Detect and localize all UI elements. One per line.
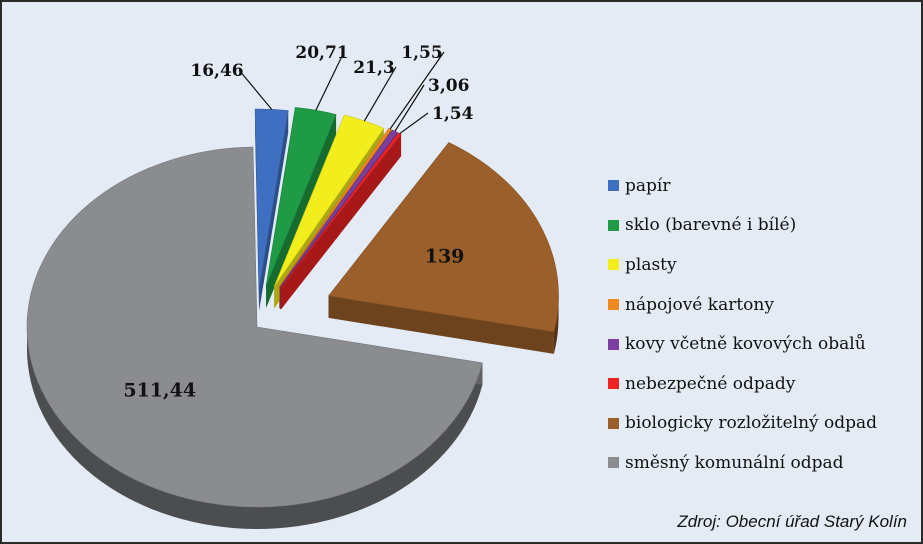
data-label-sklo-barevne-i-bile: 20,71 <box>295 43 348 63</box>
leader-line-napojove-kartony <box>389 51 445 130</box>
data-label-napojove-kartony: 1,55 <box>401 43 442 63</box>
legend-item-plasty: plasty <box>608 245 877 285</box>
legend-label: nápojové kartony <box>625 294 774 315</box>
data-label-biologicky-rozlozitelny-odpad: 139 <box>425 245 465 267</box>
leader-line-papir <box>238 69 273 110</box>
pie-slice-nebezpecne-odpady-top <box>280 132 402 288</box>
data-label-nebezpecne-odpady: 1,54 <box>432 104 474 124</box>
legend-item-papir: papír <box>608 166 877 206</box>
legend-item-napojove-kartony: nápojové kartony <box>608 285 877 325</box>
legend-item-nebezpecne-odpady: nebezpečné odpady <box>608 364 877 404</box>
legend-swatch <box>608 457 619 469</box>
legend-label: sklo (barevné i bílé) <box>625 215 797 236</box>
legend-swatch <box>608 299 619 311</box>
pie-slice-napojove-kartony-top <box>278 128 392 287</box>
leader-line-nebezpecne-odpady <box>399 112 429 135</box>
data-label-papir: 16,46 <box>190 61 243 81</box>
legend-swatch <box>608 417 619 429</box>
data-label-kovy-vcetne-kovovych-obalu: 3,06 <box>428 76 469 96</box>
leader-line-plasty <box>363 66 397 122</box>
legend-swatch <box>608 338 619 350</box>
legend-item-kovy-vcetne-kovovych-obalu: kovy včetně kovových obalů <box>608 324 877 364</box>
source-note: Zdroj: Obecní úřad Starý Kolín <box>677 512 907 531</box>
legend-swatch <box>608 219 619 231</box>
legend-label: plasty <box>625 254 677 275</box>
legend-label: kovy včetně kovových obalů <box>625 334 866 355</box>
data-label-smesny-komunalni-odpad: 511,44 <box>123 379 196 401</box>
leader-line-sklo-barevne-i-bile <box>315 51 345 111</box>
legend-item-sklo-barevne-i-bile: sklo (barevné i bílé) <box>608 206 877 246</box>
pie-slice-plasty-top <box>273 114 385 287</box>
legend-label: nebezpečné odpady <box>625 373 796 394</box>
legend-label: směsný komunální odpad <box>625 452 844 473</box>
legend: papír sklo (barevné i bílé) plasty nápojové… <box>608 166 877 483</box>
legend-label: biologicky rozložitelný odpad <box>625 413 878 434</box>
data-label-plasty: 21,3 <box>353 58 394 78</box>
pie-slice-nebezpecne-odpady <box>280 132 402 310</box>
pie-slice-biologicky-rozlozitelny-odpad-top <box>327 142 559 333</box>
legend-swatch <box>608 180 619 192</box>
legend-item-biologicky-rozlozitelny-odpad: biologicky rozložitelný odpad <box>608 404 877 444</box>
pie-slice-papir-top <box>254 108 289 290</box>
legend-swatch <box>608 378 619 390</box>
pie-slice-smesny-komunalni-odpad-top <box>26 146 483 508</box>
legend-item-smesny-komunalni-odpad: směsný komunální odpad <box>608 443 877 483</box>
legend-label: papír <box>625 175 671 196</box>
leader-line-kovy-vcetne-kovovych-obalu <box>394 84 425 132</box>
legend-swatch <box>608 259 619 271</box>
